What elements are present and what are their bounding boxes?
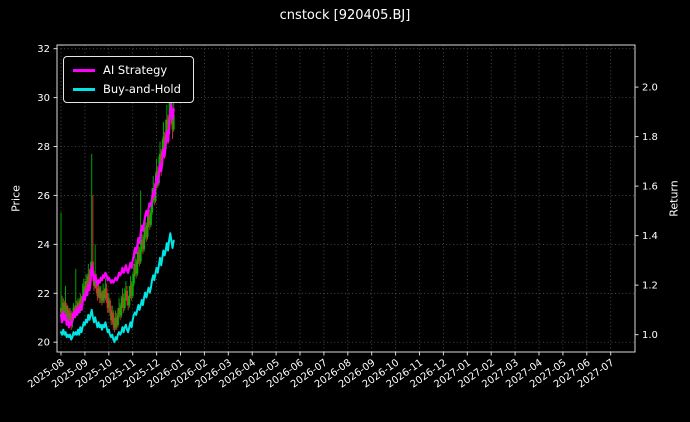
legend: AI Strategy Buy-and-Hold <box>63 56 194 103</box>
ai-strategy-line <box>59 103 175 329</box>
return-tick-label: 1.2 <box>642 281 658 292</box>
chart-title: cnstock [920405.BJ] <box>279 8 411 23</box>
price-tick-label: 22 <box>37 289 50 300</box>
price-tick-label: 20 <box>37 338 50 349</box>
gridlines <box>57 45 635 352</box>
axis-ticks <box>53 48 639 356</box>
left-axis-label: Price <box>9 185 23 212</box>
legend-item-buy-and-hold: Buy-and-Hold <box>73 82 181 96</box>
price-tick-label: 28 <box>37 142 50 153</box>
buy-and-hold-line-swatch <box>73 87 95 91</box>
price-tick-label: 26 <box>37 191 50 202</box>
return-tick-label: 1.6 <box>642 182 658 193</box>
return-tick-label: 1.4 <box>642 231 658 242</box>
price-tick-label: 30 <box>37 93 50 104</box>
return-tick-label: 1.8 <box>642 132 658 143</box>
buy-and-hold-line <box>60 232 175 344</box>
legend-label-buy-and-hold: Buy-and-Hold <box>103 82 181 96</box>
plot-border <box>56 44 636 353</box>
return-tick-label: 2.0 <box>642 83 658 94</box>
return-tick-label: 1.0 <box>642 330 658 341</box>
price-tick-label: 32 <box>37 44 50 55</box>
ai-strategy-line-swatch <box>73 68 95 72</box>
legend-label-ai-strategy: AI Strategy <box>103 63 168 77</box>
price-tick-label: 24 <box>37 240 50 251</box>
legend-item-ai-strategy: AI Strategy <box>73 63 181 77</box>
right-axis-label: Return <box>667 180 681 217</box>
